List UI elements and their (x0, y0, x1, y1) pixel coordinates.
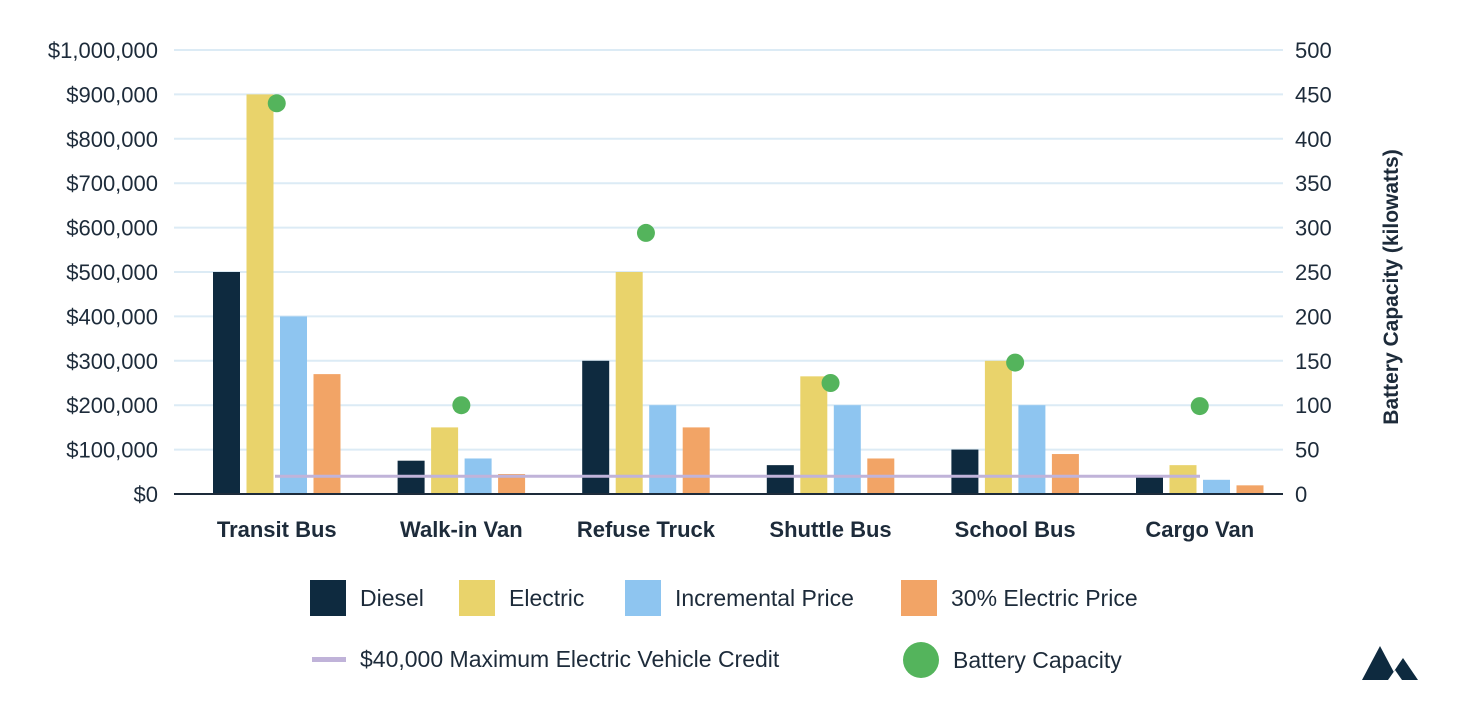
bar-diesel (951, 449, 979, 494)
category-label: Shuttle Bus (769, 517, 891, 542)
mountain-logo-icon (1362, 646, 1418, 680)
electric-swatch (459, 580, 495, 616)
battery-capacity-point (1006, 353, 1025, 372)
y-right-tick-label: 150 (1295, 349, 1332, 374)
y-left-tick-label: $900,000 (66, 82, 158, 107)
y-right-tick-label: 350 (1295, 171, 1332, 196)
bar-electric (246, 94, 274, 495)
legend-label-thirty: 30% Electric Price (951, 584, 1138, 611)
category-label: Walk-in Van (400, 517, 523, 542)
legend-item-credit: $40,000 Maximum Electric Vehicle Credit (312, 646, 779, 673)
y-left-tick-label: $100,000 (66, 438, 158, 463)
legend-item-electric: Electric (459, 580, 584, 616)
y-right-tick-label: 400 (1295, 127, 1332, 152)
legend-label-diesel: Diesel (360, 584, 424, 611)
legend-item-thirty: 30% Electric Price (901, 580, 1138, 616)
battery-capacity-point (636, 223, 655, 242)
y-left-tick-label: $300,000 (66, 349, 158, 374)
battery-capacity-point (452, 396, 471, 415)
bar-30-electric-price (1236, 485, 1264, 494)
y-left-tick-label: $200,000 (66, 393, 158, 418)
category-label: Refuse Truck (577, 517, 716, 542)
bar-30-electric-price (498, 474, 526, 494)
y-left-tick-label: $0 (134, 482, 158, 507)
legend-item-battery: Battery Capacity (903, 642, 1122, 678)
bar-incremental-price (1018, 405, 1046, 494)
bar-incremental-price (280, 316, 307, 494)
y-right-axis-label: Battery Capacity (kilowatts) (1380, 149, 1403, 424)
category-label: School Bus (955, 517, 1076, 542)
battery-dot-swatch (903, 642, 939, 678)
thirty-swatch (901, 580, 937, 616)
y-left-tick-label: $1,000,000 (48, 38, 158, 63)
bar-electric (431, 427, 459, 494)
y-left-tick-label: $700,000 (66, 171, 158, 196)
category-label: Transit Bus (217, 517, 337, 542)
y-right-tick-label: 500 (1295, 38, 1332, 63)
battery-capacity-point (267, 94, 286, 113)
category-label: Cargo Van (1145, 517, 1254, 542)
bar-electric (800, 376, 828, 494)
legend-label-incremental: Incremental Price (675, 584, 854, 611)
bar-electric (984, 360, 1012, 494)
incremental-swatch (625, 580, 661, 616)
battery-capacity-point (1190, 397, 1209, 416)
battery-capacity-point (821, 374, 840, 392)
y-right-tick-label: 250 (1295, 260, 1332, 285)
bar-diesel (766, 465, 794, 494)
y-right-tick-label: 200 (1295, 304, 1332, 329)
y-right-tick-label: 100 (1295, 393, 1332, 418)
y-left-tick-label: $600,000 (66, 216, 158, 241)
y-right-tick-label: 300 (1295, 216, 1332, 241)
y-right-tick-label: 0 (1295, 482, 1307, 507)
bar-diesel (582, 360, 610, 494)
bar-incremental-price (649, 405, 677, 494)
bar-incremental-price (833, 405, 861, 494)
bar-30-electric-price (682, 427, 710, 494)
legend-label-battery: Battery Capacity (953, 646, 1122, 673)
y-right-tick-label: 450 (1295, 82, 1332, 107)
credit-line-swatch (312, 657, 346, 662)
legend-label-credit: $40,000 Maximum Electric Vehicle Credit (360, 646, 780, 672)
y-left-tick-label: $400,000 (66, 304, 158, 329)
bar-electric (1169, 465, 1197, 494)
bar-30-electric-price (1051, 454, 1079, 494)
legend-label-electric: Electric (509, 584, 585, 611)
legend-item-incremental: Incremental Price (625, 580, 854, 616)
diesel-swatch (310, 580, 346, 616)
y-right-tick-label: 50 (1295, 438, 1319, 463)
bar-diesel (213, 272, 240, 494)
y-left-tick-label: $500,000 (66, 260, 158, 285)
bar-incremental-price (1203, 479, 1230, 494)
legend-item-diesel: Diesel (310, 580, 424, 616)
bar-electric (615, 272, 643, 494)
y-left-tick-label: $800,000 (66, 127, 158, 152)
bar-30-electric-price (313, 374, 341, 494)
bar-diesel (1136, 477, 1163, 494)
